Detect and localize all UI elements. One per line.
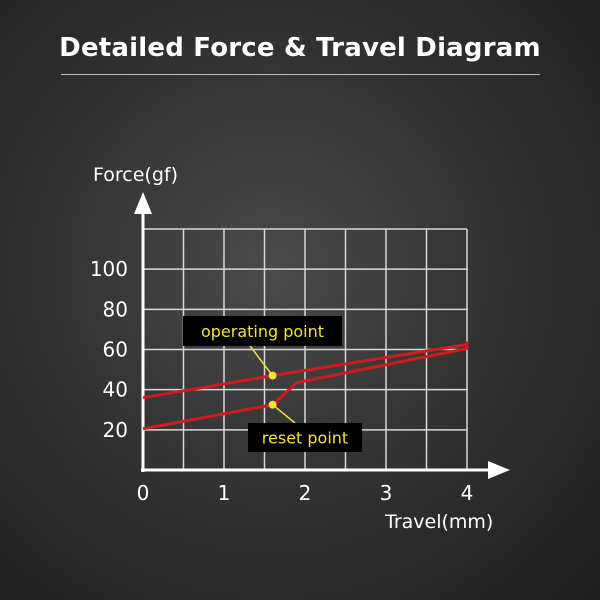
annotation-point-marker (268, 371, 277, 380)
tick-labels: 0 1 2 3 4 20 40 60 80 100 (90, 257, 474, 505)
y-tick-label: 80 (103, 297, 128, 321)
annotations: operating point reset point (183, 316, 362, 452)
y-tick-label: 60 (103, 338, 128, 362)
page-title: Detailed Force & Travel Diagram (59, 33, 541, 63)
annotation-label-box (183, 316, 342, 346)
x-tick-label: 2 (299, 481, 312, 505)
annotation-label: reset point (262, 429, 348, 448)
x-tick-label: 1 (218, 481, 231, 505)
y-tick-label: 100 (90, 257, 128, 281)
annotation-leader-line (249, 345, 274, 377)
y-tick-label: 40 (103, 378, 128, 402)
y-tick-label: 20 (103, 418, 128, 442)
x-tick-label: 3 (380, 481, 393, 505)
x-tick-label: 0 (137, 481, 150, 505)
force-curve-line (142, 341, 469, 431)
annotation-point-marker (268, 400, 277, 409)
x-axis-arrow-icon (488, 461, 510, 479)
annotation-leader-line (272, 404, 296, 424)
y-axis-arrow-icon (134, 192, 152, 214)
annotation-label: operating point (201, 322, 324, 341)
annotation-label-box (248, 423, 362, 452)
title-divider (61, 74, 540, 75)
y-axis-label: Force(gf) (93, 164, 178, 186)
x-tick-label: 4 (461, 481, 474, 505)
x-axis-label: Travel(mm) (384, 511, 493, 533)
